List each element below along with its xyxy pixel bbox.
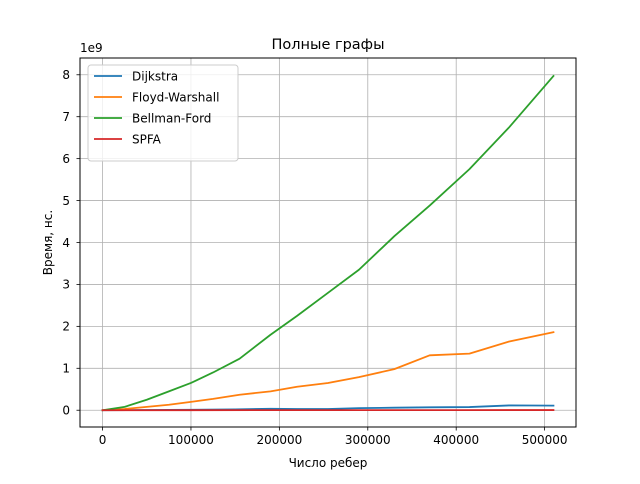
y-tick-label: 5 [62,194,70,208]
x-tick-label: 0 [99,433,107,447]
x-tick-label: 300000 [345,433,391,447]
y-tick-label: 3 [62,278,70,292]
x-axis-label: Число ребер [289,456,368,470]
y-tick-label: 6 [62,152,70,166]
legend: Dijkstra Floyd-Warshall Bellman-Ford SPFA [88,65,238,161]
y-axis-label: Время, нс. [41,210,55,275]
x-tick-label: 200000 [256,433,302,447]
legend-label-bellman-ford: Bellman-Ford [132,112,211,126]
x-tick-label: 500000 [522,433,568,447]
x-tick-label: 400000 [433,433,479,447]
y-tick-label: 1 [62,362,70,376]
y-tick-label: 0 [62,404,70,418]
y-tick-label: 4 [62,236,70,250]
x-tick-label: 100000 [168,433,214,447]
chart-title: Полные графы [271,37,384,53]
legend-label-dijkstra: Dijkstra [132,70,178,84]
legend-label-spfa: SPFA [132,133,162,147]
y-axis-scale-label: 1e9 [80,41,103,55]
y-tick-label: 8 [62,68,70,82]
y-tick-label: 2 [62,320,70,334]
legend-label-floyd-warshall: Floyd-Warshall [132,91,219,105]
y-tick-label: 7 [62,110,70,124]
